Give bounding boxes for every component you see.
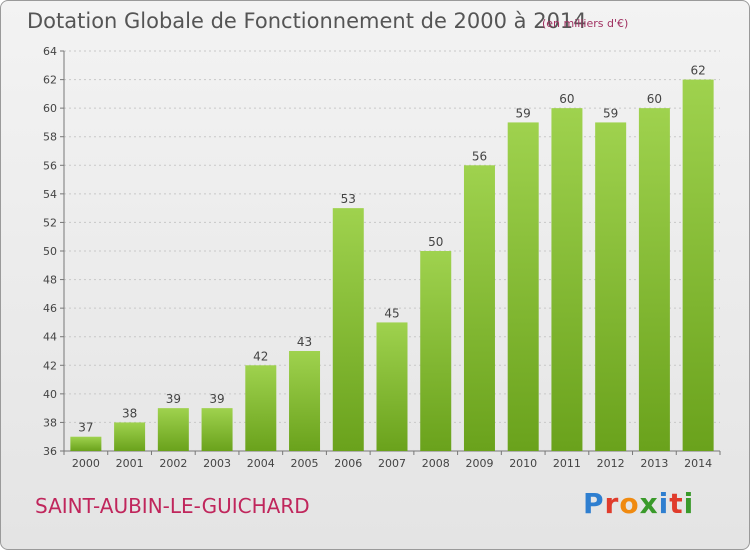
- x-tick-label-2012: 2012: [597, 457, 625, 470]
- x-tick-label-2011: 2011: [553, 457, 581, 470]
- x-tick-label-2004: 2004: [247, 457, 275, 470]
- y-tick-label: 48: [43, 274, 57, 287]
- y-tick-label: 44: [43, 331, 57, 344]
- value-label-2004: 42: [253, 349, 268, 363]
- value-label-2003: 39: [209, 392, 224, 406]
- bar-2001: [114, 422, 146, 451]
- x-tick-label-2007: 2007: [378, 457, 406, 470]
- proxiti-logo[interactable]: Proxiti: [583, 487, 694, 520]
- bar-2006: [332, 208, 364, 451]
- y-tick-label: 56: [43, 159, 57, 172]
- y-tick-label: 46: [43, 302, 57, 315]
- x-tick-label-2005: 2005: [291, 457, 319, 470]
- bar-2014: [682, 79, 714, 452]
- value-label-2013: 60: [647, 92, 662, 106]
- bars: [70, 79, 714, 452]
- bar-2009: [463, 165, 495, 452]
- bar-2007: [376, 322, 408, 451]
- brand-letter: i: [683, 487, 695, 520]
- value-label-2014: 62: [690, 64, 705, 78]
- brand-letter: t: [669, 487, 684, 520]
- bar-2008: [420, 251, 452, 451]
- bar-2000: [70, 436, 102, 451]
- y-tick-label: 42: [43, 359, 57, 372]
- value-label-2009: 56: [472, 149, 487, 163]
- y-tick-label: 52: [43, 216, 57, 229]
- chart-unit: (en milliers d'€): [542, 17, 629, 30]
- chart-title: Dotation Globale de Fonctionnement de 20…: [27, 9, 587, 33]
- x-tick-label-2001: 2001: [116, 457, 144, 470]
- brand-letter: P: [583, 487, 605, 520]
- bar-2011: [551, 108, 583, 452]
- value-label-2007: 45: [384, 306, 399, 320]
- x-tick-label-2008: 2008: [422, 457, 450, 470]
- y-tick-label: 38: [43, 416, 57, 429]
- brand-letter: o: [619, 487, 640, 520]
- value-label-2005: 43: [297, 335, 312, 349]
- x-tick-label-2014: 2014: [684, 457, 712, 470]
- bar-2013: [638, 108, 670, 452]
- bar-2010: [507, 122, 539, 451]
- y-tick-label: 62: [43, 74, 57, 87]
- y-tick-label: 50: [43, 245, 57, 258]
- y-tick-label: 58: [43, 131, 57, 144]
- brand-letter: r: [604, 487, 620, 520]
- value-label-2000: 37: [78, 421, 93, 435]
- value-label-2008: 50: [428, 235, 443, 249]
- bar-2003: [201, 408, 233, 451]
- x-tick-label-2003: 2003: [203, 457, 231, 470]
- value-label-2006: 53: [341, 192, 356, 206]
- bar-2012: [595, 122, 627, 451]
- bar-2002: [157, 408, 189, 451]
- value-label-2011: 60: [559, 92, 574, 106]
- x-tick-label-2000: 2000: [72, 457, 100, 470]
- x-tick-label-2006: 2006: [334, 457, 362, 470]
- commune-name: SAINT-AUBIN-LE-GUICHARD: [35, 494, 310, 518]
- labels: 36 38 40 42 44 46 48 50 52 54 56 58 60 62 64 37 2000 38 20…: [43, 45, 712, 470]
- y-tick-label: 64: [43, 45, 57, 58]
- value-label-2002: 39: [166, 392, 181, 406]
- y-tick-label: 60: [43, 102, 57, 115]
- y-tick-label: 40: [43, 388, 57, 401]
- brand-letter: x: [639, 487, 659, 520]
- y-tick-label: 54: [43, 188, 57, 201]
- brand-letter: i: [658, 487, 670, 520]
- bar-2005: [289, 351, 321, 451]
- y-tick-label: 36: [43, 445, 57, 458]
- x-tick-label-2009: 2009: [465, 457, 493, 470]
- bar-2004: [245, 365, 277, 451]
- value-label-2010: 59: [516, 106, 531, 120]
- x-tick-label-2002: 2002: [159, 457, 187, 470]
- x-tick-label-2013: 2013: [640, 457, 668, 470]
- value-label-2012: 59: [603, 106, 618, 120]
- value-label-2001: 38: [122, 406, 137, 420]
- x-tick-label-2010: 2010: [509, 457, 537, 470]
